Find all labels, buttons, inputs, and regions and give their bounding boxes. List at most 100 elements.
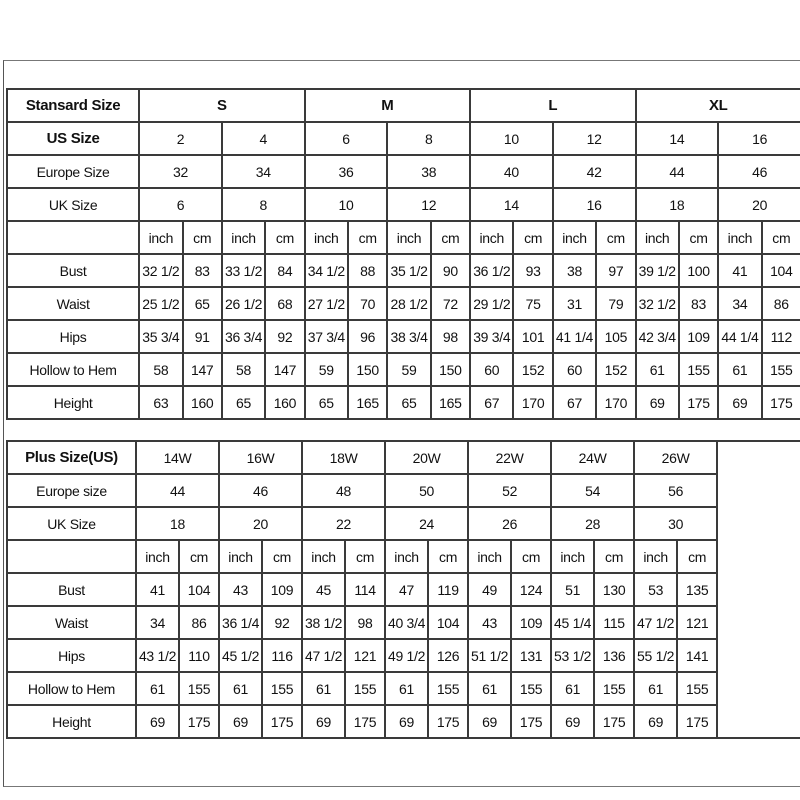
- table-cell: 58: [220, 352, 267, 387]
- row-label: Hips: [5, 319, 141, 354]
- table-cell: 109: [677, 319, 720, 354]
- row-label: Hips: [6, 638, 137, 673]
- unit-label: inch: [467, 539, 513, 574]
- table-row: Hips 35 3/4 91 36 3/4 92 37 3/4 96 38 3/4 98 39 3…: [5, 319, 800, 354]
- units-row: inch cm inch cm inch cm inch cm inch cm inch cm inch…: [6, 539, 800, 574]
- table-cell: 59: [386, 352, 432, 387]
- table-cell: 124: [510, 572, 553, 607]
- table-cell: 20: [218, 506, 304, 541]
- table-cell: 61: [384, 671, 430, 706]
- size-group-header: XL: [634, 88, 800, 123]
- table-cell: 165: [346, 385, 389, 420]
- table-row: Bust 32 1/2 83 33 1/2 84 34 1/2 88 35 1/2 90 36 1…: [5, 253, 800, 288]
- table-cell: 109: [510, 605, 553, 640]
- table-cell: 91: [181, 319, 223, 354]
- table-cell: 60: [469, 352, 515, 387]
- row-label: Hollow to Hem: [6, 671, 137, 706]
- table-cell: 38: [386, 154, 472, 189]
- table-cell: 32: [138, 154, 223, 189]
- table-cell: 33 1/2: [220, 253, 267, 288]
- table-cell: 175: [677, 385, 720, 420]
- table-cell: 43 1/2: [135, 638, 180, 673]
- row-label: Bust: [6, 572, 137, 607]
- table-cell: 155: [593, 671, 636, 706]
- table-cell: 63: [138, 385, 184, 420]
- table-cell: 24: [384, 506, 470, 541]
- size-header: 14W: [134, 440, 221, 475]
- unit-label: inch: [469, 220, 515, 255]
- row-label: Hollow to Hem: [5, 352, 141, 387]
- table-cell: 26 1/2: [220, 286, 267, 321]
- table-cell: 12: [386, 187, 472, 222]
- table-cell: 56: [633, 473, 719, 508]
- standard-size-table: Stansard Size S M L XL US Size 2 4 6 8 10 12 14 16 Eur…: [5, 88, 800, 420]
- table-cell: 135: [676, 572, 719, 607]
- unit-label: inch: [301, 539, 347, 574]
- table-row: Europe size 44 46 48 50 52 54 56: [6, 473, 800, 508]
- table-cell: 175: [593, 704, 636, 739]
- table-cell: 35 3/4: [138, 319, 184, 354]
- row-label: Bust: [5, 253, 141, 288]
- table-row: Height 63 160 65 160 65 165 65 165 67 170 67 170 69 17…: [5, 385, 800, 420]
- table-cell: 69: [301, 704, 347, 739]
- row-label: Waist: [6, 605, 137, 640]
- unit-label: cm: [177, 539, 221, 574]
- table-cell: 170: [595, 385, 637, 420]
- unit-label: cm: [181, 220, 223, 255]
- table-cell: 75: [512, 286, 554, 321]
- table-cell: 141: [676, 638, 719, 673]
- table-cell: 38 3/4: [386, 319, 432, 354]
- row-label: UK Size: [6, 506, 137, 541]
- table-cell: 10: [303, 187, 389, 222]
- table-cell: 41: [717, 253, 763, 288]
- table-cell: 155: [676, 671, 719, 706]
- table-cell: 69: [218, 704, 264, 739]
- table-cell: 61: [634, 352, 680, 387]
- table-cell: 160: [181, 385, 223, 420]
- table-cell: 37 3/4: [303, 319, 349, 354]
- unit-label: cm: [595, 220, 637, 255]
- table-cell: 59: [303, 352, 349, 387]
- table-row: Waist 34 86 36 1/4 92 38 1/2 98 40 3/4 104 43 109 4…: [6, 605, 800, 640]
- table-cell: 40 3/4: [384, 605, 430, 640]
- table-cell: 175: [510, 704, 553, 739]
- table-cell: 41 1/4: [551, 319, 598, 354]
- row-label: Stansard Size: [5, 88, 141, 123]
- table-cell: 60: [551, 352, 598, 387]
- row-label: Europe size: [6, 473, 137, 508]
- table-cell: 72: [429, 286, 472, 321]
- table-cell: 6: [138, 187, 223, 222]
- table-cell: 69: [633, 704, 679, 739]
- table-cell: 147: [181, 352, 223, 387]
- table-cell: 86: [177, 605, 221, 640]
- row-label: UK Size: [5, 187, 141, 222]
- size-group-header: M: [303, 88, 472, 123]
- table-cell: 39 1/2: [634, 253, 680, 288]
- table-cell: 47: [384, 572, 430, 607]
- table-cell: 25 1/2: [138, 286, 184, 321]
- table-cell: 109: [261, 572, 304, 607]
- table-cell: 39 3/4: [469, 319, 515, 354]
- row-label: [6, 539, 137, 574]
- table-cell: 93: [512, 253, 554, 288]
- table-row: Height 69 175 69 175 69 175 69 175 69 175 69 175 69 17…: [6, 704, 800, 739]
- table-row: Hollow to Hem 58 147 58 147 59 150 59 150 60 152 60…: [5, 352, 800, 387]
- table-cell: 152: [512, 352, 554, 387]
- table-cell: 79: [595, 286, 637, 321]
- table-row: UK Size 18 20 22 24 26 28 30: [6, 506, 800, 541]
- table-cell: 115: [593, 605, 636, 640]
- table-cell: 44: [134, 473, 221, 508]
- table-cell: 69: [135, 704, 180, 739]
- unit-label: inch: [550, 539, 596, 574]
- table-cell: 10: [469, 121, 554, 156]
- table-cell: 110: [177, 638, 221, 673]
- table-cell: 28 1/2: [386, 286, 432, 321]
- table-cell: 104: [177, 572, 221, 607]
- table-cell: 147: [264, 352, 306, 387]
- table-cell: 18: [634, 187, 720, 222]
- table-cell: 32 1/2: [634, 286, 680, 321]
- table-cell: 165: [429, 385, 472, 420]
- table-cell: 46: [717, 154, 800, 189]
- table-cell: 26: [467, 506, 553, 541]
- table-cell: 52: [467, 473, 553, 508]
